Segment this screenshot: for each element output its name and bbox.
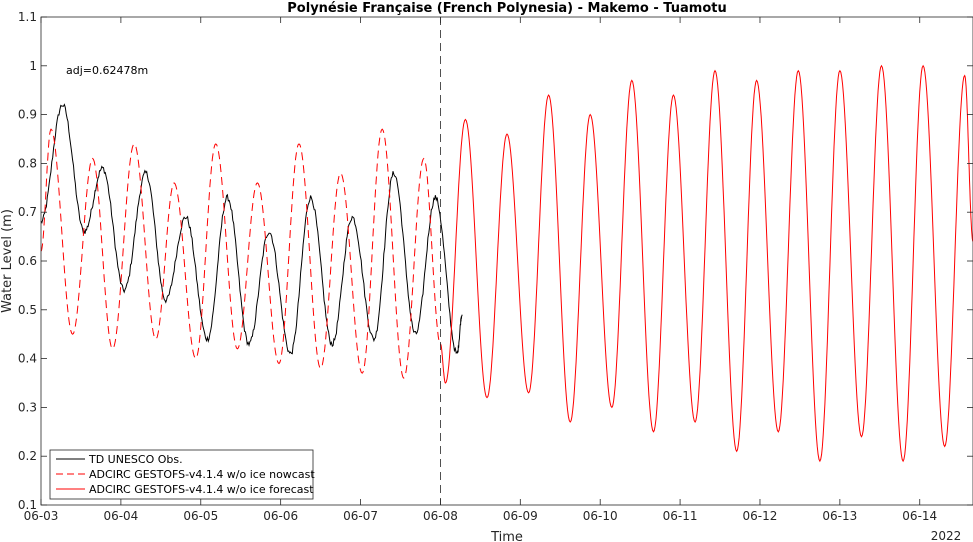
y-tick-label: 0.6 — [18, 254, 37, 268]
y-axis-label: Water Level (m) — [0, 209, 15, 313]
y-tick-label: 0.7 — [18, 205, 37, 219]
x-tick-label: 06-03 — [24, 509, 59, 523]
y-tick-label: 0.5 — [18, 303, 37, 317]
series-layer — [40, 64, 973, 463]
plot-area — [41, 17, 973, 505]
x-tick-label: 06-08 — [423, 509, 458, 523]
x-tick-label: 06-05 — [183, 509, 218, 523]
y-tick-label: 0.4 — [18, 352, 37, 366]
y-tick-label: 0.3 — [18, 400, 37, 414]
x-tick-label: 06-13 — [822, 509, 857, 523]
x-tick-label: 06-07 — [343, 509, 378, 523]
x-tick-label: 06-04 — [103, 509, 138, 523]
y-tick-label: 0.2 — [18, 449, 37, 463]
x-tick-label: 06-14 — [902, 509, 937, 523]
x-axis-label: Time — [490, 530, 523, 542]
x-tick-label: 06-09 — [503, 509, 538, 523]
legend-box — [49, 449, 314, 500]
legend-label-nowcast: ADCIRC GESTOFS-v4.1.4 w/o ice nowcast — [89, 468, 315, 481]
y-tick-label: 0.1 — [18, 498, 37, 512]
series-line-forecast — [440, 64, 973, 463]
x-tick-label: 06-12 — [743, 509, 778, 523]
y-tick-label: 1.1 — [18, 10, 37, 24]
series-line-observed — [40, 103, 463, 355]
x-tick-label: 06-10 — [583, 509, 618, 523]
legend: TD UNESCO Obs. ADCIRC GESTOFS-v4.1.4 w/o… — [49, 449, 315, 500]
axes: 0.1 0.2 0.3 0.4 0.5 0.6 0.7 0.8 0.9 1 1.1 06-03 06-0… — [18, 10, 973, 523]
y-tick-label: 0.9 — [18, 108, 37, 122]
y-tick-label: 1 — [29, 59, 37, 73]
x-tick-label: 06-06 — [263, 509, 298, 523]
series-line-nowcast — [40, 128, 441, 379]
x-axis-year-label: 2022 — [931, 529, 962, 542]
adjustment-annotation: adj=0.62478m — [66, 64, 148, 77]
chart-title: Polynésie Française (French Polynesia) -… — [287, 1, 726, 16]
y-tick-label: 0.8 — [18, 156, 37, 170]
x-tick-label: 06-11 — [663, 509, 698, 523]
legend-label-observed: TD UNESCO Obs. — [88, 453, 183, 466]
legend-label-forecast: ADCIRC GESTOFS-v4.1.4 w/o ice forecast — [89, 483, 314, 496]
